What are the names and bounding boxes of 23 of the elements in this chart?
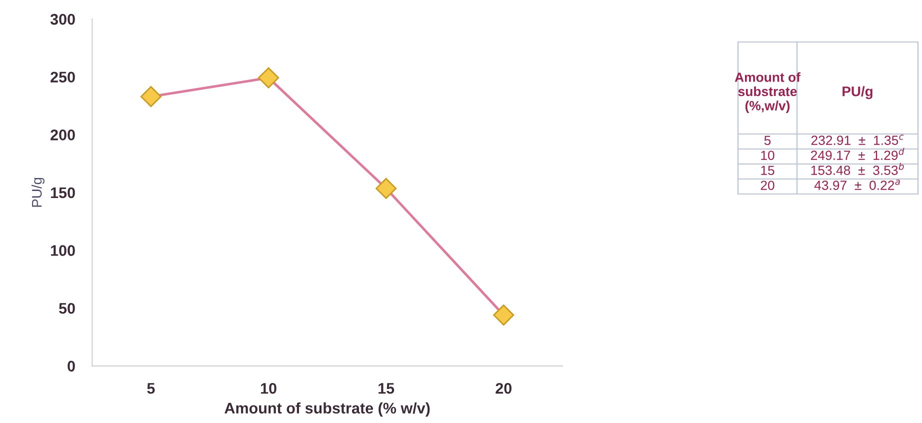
y-tick-label: 100 xyxy=(51,245,75,256)
category-label: 5 xyxy=(764,136,771,146)
text: 249.17 ± 1.29$^{d}$ xyxy=(810,148,904,160)
x-tick-label: 20 xyxy=(496,382,512,394)
y-tick-label: 250 xyxy=(50,72,75,83)
x-tick-label: 15 xyxy=(378,383,394,394)
category-label: 20 xyxy=(760,180,774,190)
y-tick-label: 200 xyxy=(50,130,75,140)
x-axis-title: Amount of substrate (% w/v) xyxy=(224,402,430,417)
text: 153.48 ± 3.53$^{b}$ xyxy=(811,162,904,175)
category-label: 10 xyxy=(761,150,774,160)
x-tick-label: 10 xyxy=(261,382,276,394)
y-tick-label: 50 xyxy=(59,302,75,314)
y-axis-title: PU/g xyxy=(32,178,44,207)
text: Amount of substrate (%,w/v) xyxy=(734,72,801,113)
y-tick-label: 150 xyxy=(51,187,75,198)
y-tick-label: 0 xyxy=(68,360,75,372)
category-label: 15 xyxy=(761,166,774,176)
text: PU/g xyxy=(842,86,872,100)
x-tick-label: 5 xyxy=(147,383,155,394)
text: 43.97 ± 0.22$^{a}$ xyxy=(814,180,900,190)
text: 232.91 ± 1.35$^{c}$ xyxy=(811,134,904,145)
y-tick-label: 300 xyxy=(50,14,75,25)
